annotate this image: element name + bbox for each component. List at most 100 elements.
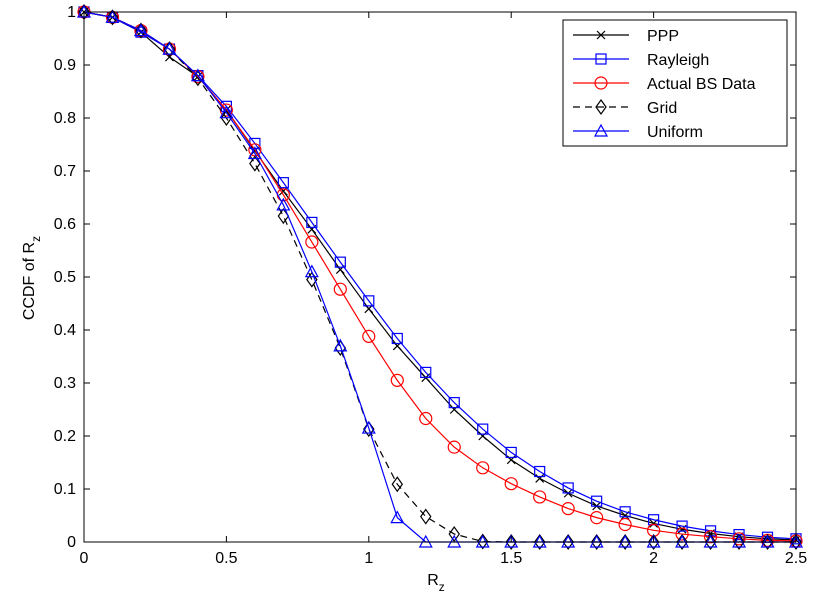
- data-point-grid: [619, 533, 631, 551]
- data-point-grid: [249, 155, 261, 172]
- legend-entry-ppp: PPP: [573, 28, 679, 45]
- legend-marker: [596, 30, 606, 40]
- y-tick-label: 0.2: [54, 428, 76, 445]
- legend: PPP Rayleigh Actual BS Data Grid Uniform: [562, 19, 788, 147]
- data-point-ppp: [535, 473, 545, 483]
- y-tick-label: 0.3: [54, 375, 76, 392]
- data-point-rayleigh: [477, 423, 489, 435]
- data-point-rayleigh: [306, 216, 318, 229]
- data-point-rayleigh: [277, 177, 289, 189]
- data-point-rayleigh: [591, 495, 603, 507]
- data-point-grid: [420, 508, 432, 525]
- data-point-rayleigh: [505, 446, 517, 459]
- legend-marker: [594, 76, 608, 90]
- y-tick-label: 0.6: [54, 216, 76, 233]
- y-tick-label: 0.9: [54, 57, 76, 74]
- data-point-grid: [306, 271, 318, 288]
- x-axis-label: Rz: [427, 572, 445, 594]
- data-point-uniform: [133, 23, 148, 37]
- y-tick-label: 0.7: [54, 163, 76, 180]
- data-point-actual-bs-data: [703, 530, 718, 544]
- legend-marker: [595, 53, 607, 65]
- data-point-grid: [106, 9, 119, 26]
- data-point-grid: [790, 533, 802, 551]
- data-point-uniform: [190, 68, 205, 82]
- y-tick-label: 0.8: [54, 110, 76, 127]
- data-point-uniform: [390, 510, 405, 524]
- data-point-actual-bs-data: [618, 517, 632, 532]
- legend-marker: [593, 123, 609, 137]
- data-point-actual-bs-data: [333, 282, 347, 296]
- y-tick-label: 0.1: [54, 481, 76, 498]
- data-point-rayleigh: [676, 520, 688, 532]
- legend-entry-uniform: Uniform: [573, 123, 703, 141]
- data-point-rayleigh: [420, 366, 432, 378]
- data-point-actual-bs-data: [476, 461, 490, 475]
- x-axis-label-subscript: z: [439, 580, 445, 594]
- y-tick-label: 0.5: [54, 269, 76, 286]
- data-point-ppp: [278, 186, 288, 196]
- legend-label: Grid: [647, 100, 677, 117]
- data-point-grid: [761, 533, 774, 551]
- legend-entry-rayleigh: Rayleigh: [573, 52, 709, 69]
- data-point-actual-bs-data: [590, 511, 604, 525]
- data-point-uniform: [276, 197, 291, 211]
- data-point-uniform: [247, 146, 262, 160]
- data-point-actual-bs-data: [732, 532, 746, 546]
- marker-stroke: [535, 473, 545, 483]
- data-point-uniform: [219, 105, 234, 119]
- legend-label: PPP: [647, 28, 679, 45]
- data-point-actual-bs-data: [675, 527, 689, 541]
- data-point-actual-bs-data: [305, 235, 319, 249]
- data-point-grid: [733, 533, 745, 551]
- data-point-actual-bs-data: [390, 373, 404, 387]
- y-axis-label-main: CCDF of R: [21, 242, 38, 320]
- y-tick-label: 1: [67, 4, 76, 21]
- x-tick-label: 0.5: [215, 550, 237, 567]
- data-point-actual-bs-data: [561, 502, 575, 516]
- data-point-grid: [135, 22, 147, 39]
- data-point-ppp: [478, 431, 488, 441]
- legend-label: Actual BS Data: [647, 76, 756, 93]
- data-point-actual-bs-data: [533, 490, 547, 504]
- data-point-ppp: [449, 405, 459, 414]
- data-point-actual-bs-data: [419, 411, 433, 426]
- x-axis-label-main: R: [427, 572, 439, 589]
- x-tick-label: 2: [649, 550, 658, 567]
- y-tick-label: 0.4: [54, 322, 76, 339]
- x-tick-label: 1.5: [500, 550, 522, 567]
- data-point-rayleigh: [391, 332, 403, 345]
- data-point-grid: [533, 533, 546, 551]
- data-point-grid: [505, 533, 517, 551]
- data-point-grid: [676, 533, 688, 551]
- data-point-uniform: [361, 420, 376, 434]
- data-point-grid: [590, 533, 603, 551]
- data-point-actual-bs-data: [447, 440, 461, 454]
- legend-marker: [595, 98, 607, 116]
- marker-stroke: [449, 405, 459, 414]
- y-axis-label: CCDF of Rz: [21, 236, 43, 320]
- marker-stroke: [278, 186, 288, 196]
- data-point-actual-bs-data: [362, 329, 376, 343]
- data-point-grid: [704, 533, 717, 551]
- data-point-grid: [220, 109, 233, 127]
- y-tick-label: 0: [67, 534, 76, 551]
- data-point-grid: [647, 533, 660, 551]
- data-point-rayleigh: [448, 397, 460, 409]
- x-tick-label: 2.5: [785, 550, 807, 567]
- data-point-rayleigh: [562, 482, 574, 494]
- data-point-grid: [391, 476, 404, 493]
- data-point-rayleigh: [534, 465, 546, 478]
- legend-entry-actual-bs-data: Actual BS Data: [573, 76, 756, 93]
- y-axis-label-subscript: z: [29, 236, 43, 242]
- data-point-rayleigh: [363, 295, 375, 307]
- x-tick-label: 1: [364, 550, 373, 567]
- axes: 0 0.5 1 1.5 2 2.5 0 0.1 0.2 0.3 0.4 0.5 0.6 0.7 0.8 0.9…: [54, 4, 807, 567]
- legend-label: Rayleigh: [647, 52, 709, 69]
- data-point-grid: [476, 533, 489, 550]
- data-point-actual-bs-data: [504, 477, 518, 491]
- data-point-uniform: [333, 338, 348, 352]
- marker-stroke: [596, 30, 606, 40]
- data-point-grid: [363, 421, 375, 438]
